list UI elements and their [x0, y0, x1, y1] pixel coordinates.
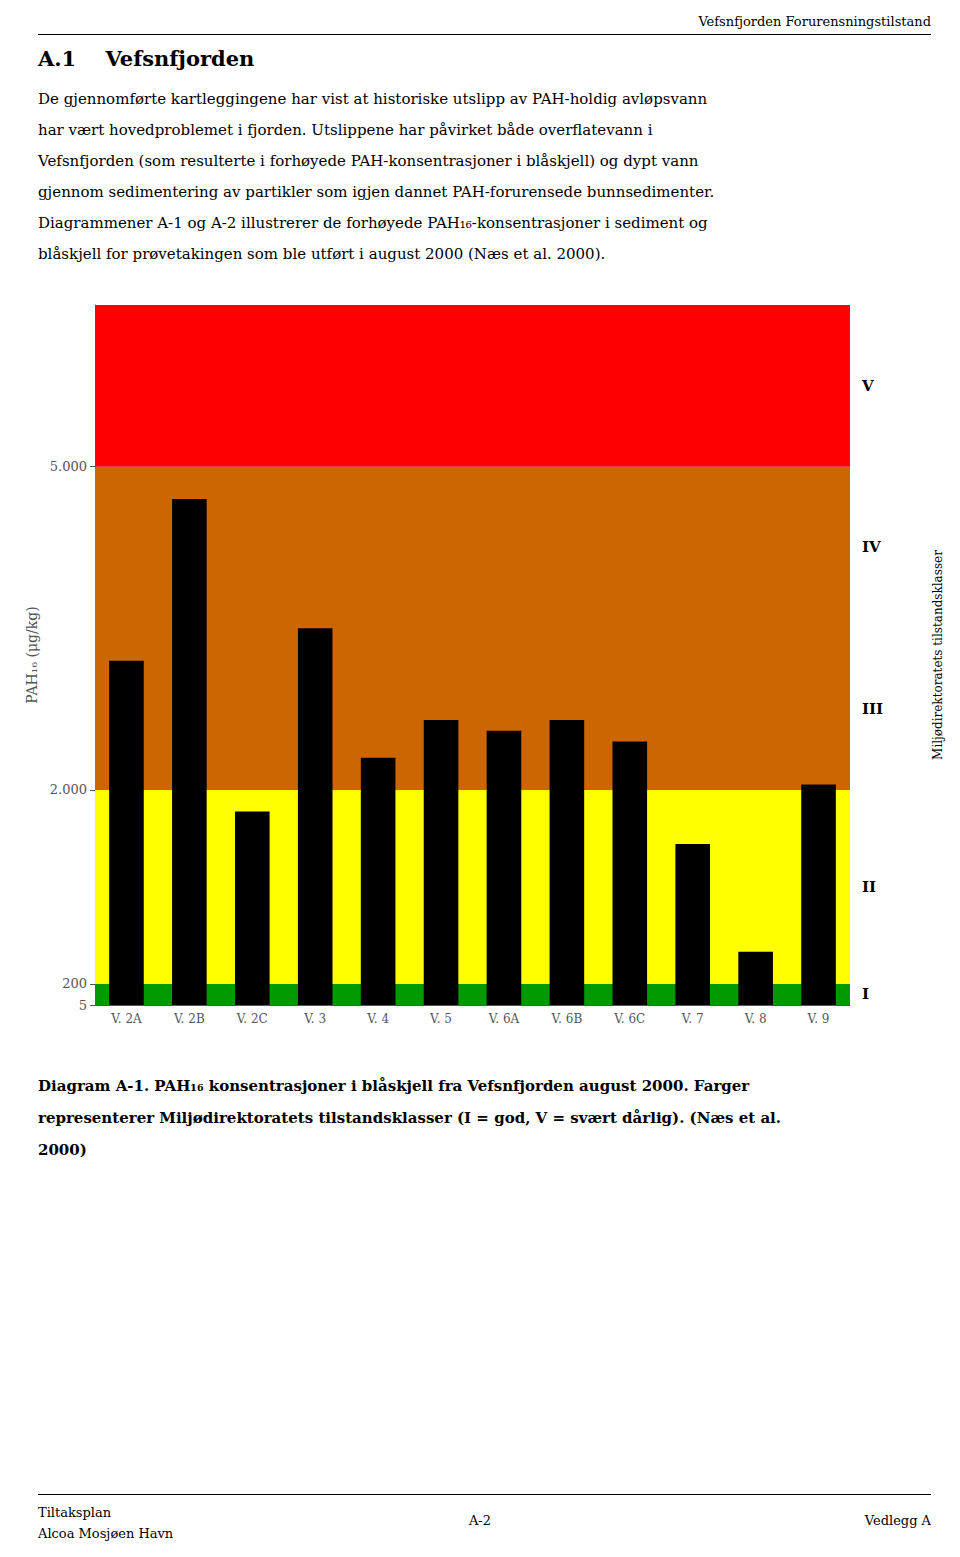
html-text:A-2: A-2: [469, 1513, 491, 1528]
html-text:2000): 2000): [38, 1141, 87, 1159]
html-text:Diagrammener A-1 og A-2 illust: Diagrammener A-1 og A-2 illustrerer de f…: [38, 214, 708, 232]
svg-text:IV: IV: [862, 538, 881, 556]
html-text:Vefsnfjorden Forurensningstils: Vefsnfjorden Forurensningstilstand: [698, 14, 931, 29]
html-text:Vedlegg A: Vedlegg A: [864, 1513, 931, 1528]
svg-text:V. 5: V. 5: [429, 1012, 452, 1026]
svg-text:PAH₁₆ (μg/kg): PAH₁₆ (μg/kg): [24, 606, 40, 703]
svg-text:V. 2C: V. 2C: [236, 1012, 268, 1026]
svg-text:Miljødirektoratets tilstandskl: Miljødirektoratets tilstandsklasser: [931, 550, 945, 760]
html-text:A.1 Vefsnfjorden: A.1 Vefsnfjorden: [38, 46, 255, 71]
svg-text:V. 6A: V. 6A: [488, 1012, 520, 1026]
svg-text:5: 5: [79, 998, 87, 1013]
svg-text:V. 2B: V. 2B: [173, 1012, 205, 1026]
svg-text:V. 3: V. 3: [303, 1012, 326, 1026]
html-text:Diagram A-1. PAH₁₆ konsentrasj: Diagram A-1. PAH₁₆ konsentrasjoner i blå…: [38, 1077, 750, 1095]
html-text:Alcoa Mosjøen Havn: Alcoa Mosjøen Havn: [38, 1526, 174, 1541]
svg-text:II: II: [862, 878, 876, 896]
svg-text:V. 4: V. 4: [366, 1012, 389, 1026]
svg-text:V. 6B: V. 6B: [551, 1012, 583, 1026]
html-text:har vært hovedproblemet i fjor: har vært hovedproblemet i fjorden. Utsli…: [38, 121, 653, 139]
svg-text:V. 2A: V. 2A: [110, 1012, 142, 1026]
svg-text:III: III: [862, 700, 883, 718]
svg-text:V. 9: V. 9: [807, 1012, 830, 1026]
html-text:blåskjell for prøvetakingen so: blåskjell for prøvetakingen som ble utfø…: [38, 245, 606, 263]
svg-text:V. 6C: V. 6C: [613, 1012, 645, 1026]
html-text:representerer Miljødirektorate: representerer Miljødirektoratets tilstan…: [38, 1109, 781, 1127]
svg-text:200: 200: [62, 976, 87, 991]
svg-text:5.000: 5.000: [50, 459, 87, 474]
svg-text:V. 7: V. 7: [681, 1012, 704, 1026]
html-text:Tiltaksplan: Tiltaksplan: [38, 1505, 112, 1520]
html-text:Vefsnfjorden (som resulterte i: Vefsnfjorden (som resulterte i forhøyede…: [38, 152, 699, 170]
svg-text:2.000: 2.000: [50, 782, 87, 797]
svg-text:V: V: [861, 377, 874, 395]
svg-text:I: I: [862, 985, 869, 1003]
svg-text:V. 8: V. 8: [744, 1012, 767, 1026]
html-text:gjennom sedimentering av parti: gjennom sedimentering av partikler som i…: [38, 183, 715, 201]
html-text:De gjennomførte kartleggingene: De gjennomførte kartleggingene har vist …: [38, 90, 708, 108]
